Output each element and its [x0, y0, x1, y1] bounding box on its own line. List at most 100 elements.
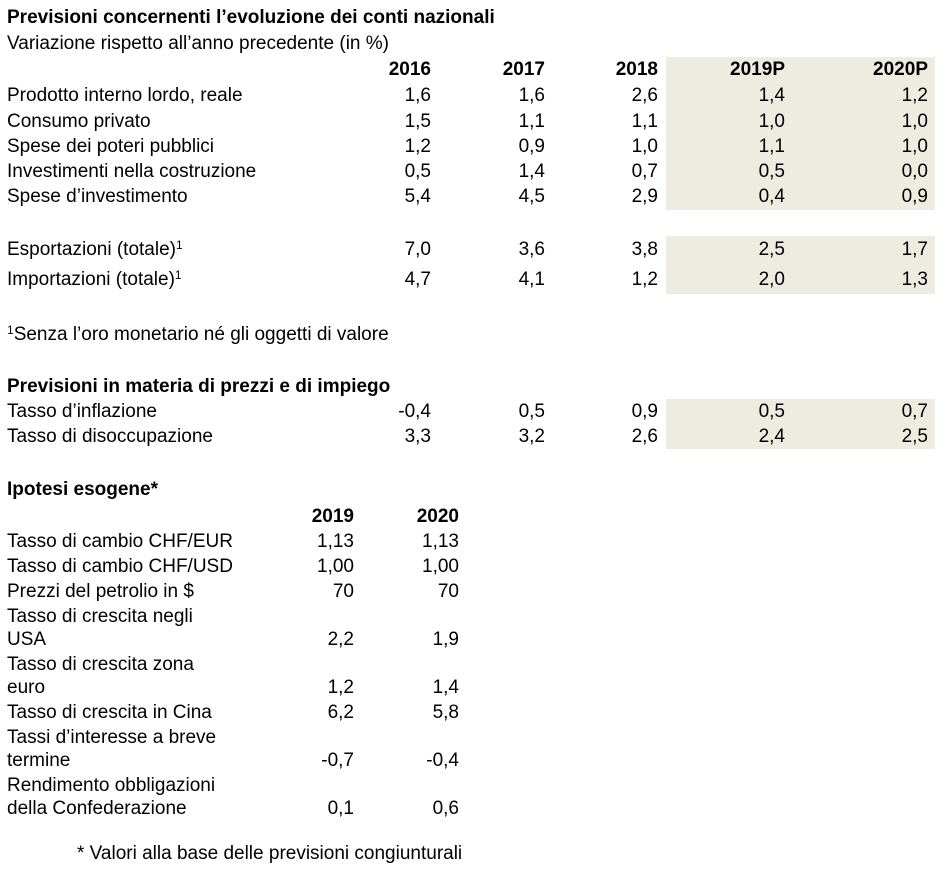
footnote-mark: 1 [7, 323, 14, 337]
column-header: 2019P [730, 59, 785, 80]
cell: 0,5 [518, 401, 545, 422]
forecast-shade [666, 236, 935, 294]
section-title: Previsioni in materia di prezzi e di imp… [7, 376, 391, 397]
title: Previsioni concernenti l’evoluzione dei … [7, 7, 495, 28]
cell: 4,7 [404, 269, 431, 290]
cell: 1,0 [631, 136, 658, 157]
cell: 6,2 [327, 702, 354, 723]
cell: -0,4 [398, 401, 431, 422]
row-label: Spese d’investimento [7, 186, 188, 207]
row-label: euro [7, 677, 46, 698]
cell: 5,8 [432, 702, 459, 723]
cell: 1,4 [432, 677, 459, 698]
row-label: Consumo privato [7, 111, 151, 132]
cell: 1,5 [404, 111, 431, 132]
cell: 1,4 [758, 85, 785, 106]
cell: 0,5 [404, 161, 431, 182]
cell: 2,5 [758, 239, 785, 260]
cell: 0,6 [432, 798, 459, 819]
cell: 1,7 [901, 239, 928, 260]
cell: 1,6 [404, 85, 431, 106]
cell: 2,0 [758, 269, 785, 290]
cell: 5,4 [404, 186, 431, 207]
cell: 0,4 [758, 186, 785, 207]
cell: 1,2 [327, 677, 354, 698]
column-header: 2017 [502, 59, 545, 80]
row-label: Rendimento obbligazioni [7, 775, 216, 796]
cell: 0,7 [901, 401, 928, 422]
row-label: Tasso di disoccupazione [7, 426, 213, 447]
cell: 70 [437, 581, 459, 602]
cell: 0,1 [327, 798, 354, 819]
cell: 0,0 [901, 161, 928, 182]
cell: 0,9 [518, 136, 545, 157]
cell: 3,8 [631, 239, 658, 260]
row-label: Investimenti nella costruzione [7, 161, 257, 182]
cell: 3,3 [404, 426, 431, 447]
cell: 0,9 [901, 186, 928, 207]
cell: 1,1 [631, 111, 658, 132]
cell: 4,1 [518, 269, 545, 290]
cell: 1,9 [432, 629, 459, 650]
row-label: USA [7, 629, 47, 650]
row-label: termine [7, 750, 71, 771]
section-title: Ipotesi esogene* [7, 479, 158, 500]
footnote: 1Senza l’oro monetario né gli oggetti di… [7, 324, 389, 346]
cell: 4,5 [518, 186, 545, 207]
subtitle: Variazione rispetto all’anno precedente … [7, 33, 389, 54]
cell: 2,5 [901, 426, 928, 447]
cell: 1,13 [422, 531, 459, 552]
cell: 3,6 [518, 239, 545, 260]
row-label: Prezzi del petrolio in $ [7, 581, 194, 602]
cell: 1,6 [518, 85, 545, 106]
cell: 1,2 [631, 269, 658, 290]
forecast-shade [666, 57, 935, 210]
cell: 1,13 [317, 531, 354, 552]
cell: 2,9 [631, 186, 658, 207]
cell: 0,5 [758, 401, 785, 422]
footnote-text: Senza l’oro monetario né gli oggetti di … [13, 324, 389, 345]
row-label: Tasso di crescita in Cina [7, 702, 212, 723]
cell: 1,1 [518, 111, 545, 132]
cell: 7,0 [404, 239, 431, 260]
row-label: Tasso d’inflazione [7, 401, 157, 422]
footnote-ref: 1 [174, 268, 182, 282]
row-label: Tasso di cambio CHF/EUR [7, 531, 233, 552]
row-label: Importazioni (totale)1 [7, 268, 182, 290]
cell: 1,4 [518, 161, 545, 182]
cell: 0,5 [758, 161, 785, 182]
column-header: 2019 [311, 506, 354, 527]
cell: 0,9 [631, 401, 658, 422]
cell: 1,0 [901, 136, 928, 157]
row-label: Tasso di cambio CHF/USD [7, 556, 233, 577]
row-label: Tasso di crescita zona [7, 654, 194, 675]
row-label: Spese dei poteri pubblici [7, 136, 215, 157]
cell: 70 [332, 581, 354, 602]
row-label: Prodotto interno lordo, reale [7, 85, 243, 106]
cell: 0,7 [631, 161, 658, 182]
cell: 2,4 [758, 426, 785, 447]
cell: 1,0 [758, 111, 785, 132]
footnote: * Valori alla base delle previsioni cong… [77, 843, 463, 864]
cell: 2,2 [327, 629, 354, 650]
column-header: 2018 [615, 59, 658, 80]
cell: 1,0 [901, 111, 928, 132]
cell: 1,00 [422, 556, 459, 577]
cell: 1,2 [404, 136, 431, 157]
cell: 1,1 [758, 136, 785, 157]
footnote-ref: 1 [175, 238, 183, 252]
row-label: Tassi d’interesse a breve [7, 727, 217, 748]
column-header: 2020 [416, 506, 459, 527]
cell: 1,00 [317, 556, 354, 577]
cell: 1,2 [901, 85, 928, 106]
cell: 1,3 [901, 269, 928, 290]
row-label: Tasso di crescita negli [7, 606, 193, 627]
cell: 2,6 [631, 85, 658, 106]
forecast-shade [666, 399, 935, 449]
column-header: 2020P [873, 59, 928, 80]
column-header: 2016 [388, 59, 431, 80]
cell: -0,7 [321, 750, 354, 771]
cell: 2,6 [631, 426, 658, 447]
row-label: Esportazioni (totale)1 [7, 238, 183, 260]
